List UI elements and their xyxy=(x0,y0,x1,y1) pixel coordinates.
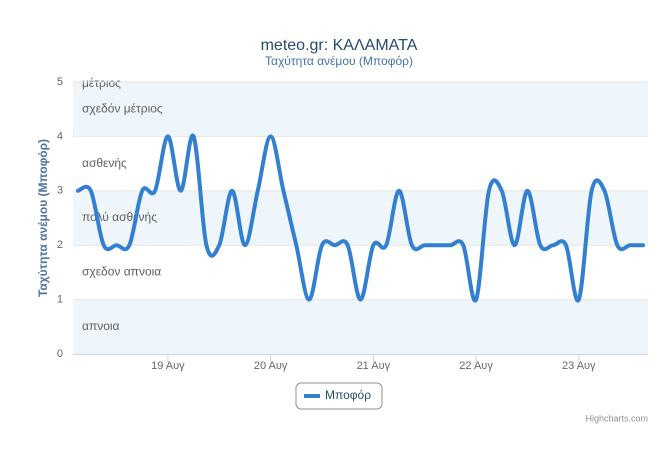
y-tick-label: 5 xyxy=(57,76,63,88)
y-axis-title: Ταχύτητα ανέμου (Μποφόρ) xyxy=(36,139,50,297)
plot-band-label: απνοια xyxy=(82,319,120,333)
x-tick-label: 19 Αυγ xyxy=(151,360,185,372)
y-tick-label: 1 xyxy=(57,294,63,306)
plot-band-label: σχεδον απνοια xyxy=(82,265,161,279)
chart-subtitle: Ταχύτητα ανέμου (Μποφόρ) xyxy=(265,54,413,68)
plot-band xyxy=(73,299,648,354)
x-tick-label: 21 Αυγ xyxy=(357,360,391,372)
plot-band-label: πολύ ασθενής xyxy=(82,210,157,224)
plot-band xyxy=(73,136,648,191)
chart-title: meteo.gr: ΚΑΛΑΜΑΤΑ xyxy=(261,37,418,54)
x-tick-label: 20 Αυγ xyxy=(254,360,288,372)
y-tick-label: 4 xyxy=(57,130,63,142)
x-tick-label: 23 Αυγ xyxy=(562,360,596,372)
legend-label: Μποφόρ xyxy=(325,388,371,402)
y-tick-label: 2 xyxy=(57,239,63,251)
credits[interactable]: Highcharts.com xyxy=(585,413,648,423)
legend-box xyxy=(295,382,383,410)
legend-item[interactable]: Μποφόρ xyxy=(295,382,383,410)
y-tick-label: 0 xyxy=(57,348,63,360)
plot-band-label: μέτριος xyxy=(82,76,121,90)
plot-band xyxy=(73,245,648,300)
plot-band xyxy=(73,190,648,246)
series-line xyxy=(76,133,645,303)
plot-band-label: ασθενής xyxy=(82,156,127,170)
plot-band-label: σχεδόν μέτριος xyxy=(82,101,163,115)
y-tick-label: 3 xyxy=(57,185,63,197)
plot-area: απνοια σχεδον απνοια πολύ ασθενής ασθενής σχ… xyxy=(73,76,648,354)
plot-band xyxy=(73,82,648,137)
x-tick-label: 22 Αυγ xyxy=(459,360,493,372)
